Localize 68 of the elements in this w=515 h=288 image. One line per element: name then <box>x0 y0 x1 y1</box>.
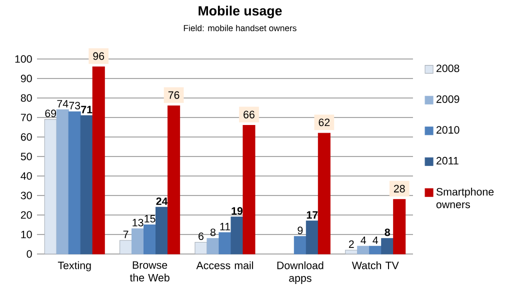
bar <box>92 66 105 254</box>
x-tick-label: Texting <box>58 261 91 272</box>
data-label: 69 <box>45 110 56 118</box>
bar <box>381 238 394 254</box>
bar <box>218 232 232 254</box>
bar <box>294 236 306 254</box>
bar <box>80 115 93 254</box>
bar <box>56 109 69 254</box>
y-tick-label: 60 <box>20 133 32 141</box>
data-label: 6 <box>198 232 204 240</box>
data-label: 15 <box>144 215 156 222</box>
data-label: 8 <box>210 228 216 236</box>
data-label: 9 <box>298 226 303 234</box>
x-tick-label: Access mail <box>196 261 254 270</box>
y-tick-label: 0 <box>26 250 32 258</box>
data-label: 71 <box>81 106 92 114</box>
bar <box>194 242 208 254</box>
bar <box>44 119 57 254</box>
bar <box>357 246 370 254</box>
bar <box>306 220 318 254</box>
y-tick-label: 20 <box>20 211 32 219</box>
legend-label: 2010 <box>436 126 460 134</box>
y-tick-label: 30 <box>20 192 32 200</box>
bar <box>132 228 144 254</box>
bar <box>318 132 330 254</box>
data-label: 76 <box>168 91 180 99</box>
data-label: 13 <box>132 218 144 226</box>
legend-label: 2008 <box>436 64 460 72</box>
bar <box>242 125 256 254</box>
data-label: 4 <box>372 236 378 244</box>
bar <box>156 206 168 254</box>
data-label: 8 <box>384 228 390 236</box>
y-tick-label: 40 <box>20 172 32 180</box>
y-tick-label: 70 <box>20 114 32 122</box>
legend-label: 2009 <box>436 95 460 103</box>
y-tick-label: 90 <box>20 74 32 82</box>
y-tick-label: 10 <box>21 230 32 238</box>
bar <box>144 224 156 254</box>
x-tick-label: Browse the Web <box>130 261 170 282</box>
bar <box>230 216 244 254</box>
x-tick-label: Watch TV <box>352 261 399 270</box>
bar <box>345 250 358 254</box>
data-label: 73 <box>69 102 80 110</box>
legend-label: Smartphone owners <box>436 188 494 208</box>
y-tick-label: 50 <box>20 152 32 160</box>
data-label: 2 <box>348 240 354 248</box>
data-label: 17 <box>306 211 318 219</box>
data-label: 28 <box>394 184 405 192</box>
bar <box>68 111 81 254</box>
chart-subtitle: Field: mobile handset owners <box>184 24 296 32</box>
data-label: 7 <box>123 230 128 238</box>
data-label: 11 <box>220 222 230 230</box>
data-label: 19 <box>232 207 243 215</box>
bar <box>120 240 132 254</box>
data-label: 62 <box>318 118 330 126</box>
legend-label: 2011 <box>436 156 458 164</box>
data-label: 74 <box>57 100 68 108</box>
x-tick-label: Download apps <box>277 261 324 284</box>
bar <box>393 199 406 254</box>
data-label: 66 <box>244 110 254 118</box>
chart-title: Mobile usage <box>198 6 282 18</box>
data-label: 96 <box>93 52 104 60</box>
data-label: 4 <box>360 236 366 244</box>
y-tick-label: 80 <box>20 94 32 102</box>
bar <box>206 238 220 254</box>
bar <box>369 246 382 254</box>
bar <box>168 106 180 254</box>
y-tick-label: 100 <box>15 55 32 63</box>
